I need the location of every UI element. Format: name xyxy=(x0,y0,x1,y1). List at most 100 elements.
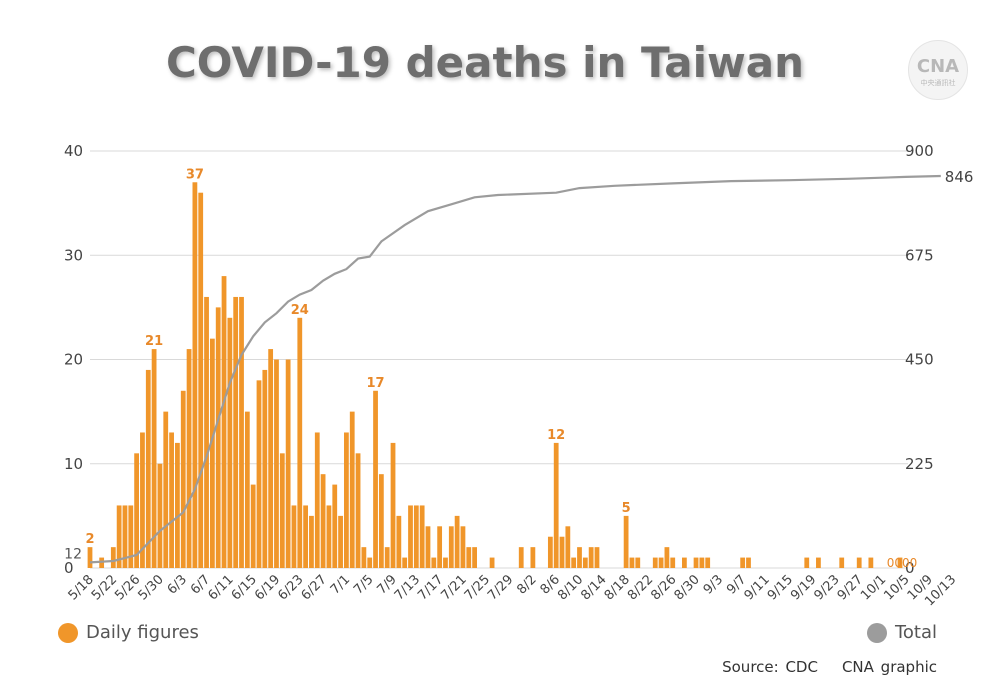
daily-bar xyxy=(344,432,349,568)
daily-bar xyxy=(431,557,437,568)
x-tick-label: 10/1 xyxy=(858,572,889,603)
x-tick-label: 6/19 xyxy=(252,572,283,603)
daily-bar xyxy=(268,349,274,568)
daily-bar xyxy=(180,390,186,568)
x-tick-label: 8/26 xyxy=(648,572,679,603)
daily-bar xyxy=(140,432,145,568)
x-tick-label: 5/22 xyxy=(89,572,120,603)
x-tick-label: 5/30 xyxy=(136,572,167,603)
source-text: Source: CDC xyxy=(722,658,818,676)
daily-bar xyxy=(198,192,204,568)
legend-daily: Daily figures xyxy=(58,622,199,643)
daily-bar xyxy=(652,557,658,568)
daily-bar xyxy=(122,505,128,568)
x-tick-label: 7/25 xyxy=(462,572,493,603)
daily-bar xyxy=(839,557,845,568)
daily-bar xyxy=(419,505,425,568)
daily-bar xyxy=(390,442,396,568)
daily-bar xyxy=(425,526,431,568)
y-left-tick-label: 0 xyxy=(64,559,74,577)
daily-bar xyxy=(110,547,116,568)
y-right-tick-label: 900 xyxy=(905,142,934,160)
x-tick-label: 8/22 xyxy=(625,572,656,603)
daily-peak-label: 12 xyxy=(547,428,565,443)
legend-daily-swatch xyxy=(58,622,78,643)
daily-bar xyxy=(489,557,495,568)
x-tick-label: 6/27 xyxy=(299,572,330,603)
daily-bar xyxy=(472,547,477,568)
chart-title: COVID-19 deaths in Taiwan xyxy=(165,38,805,87)
daily-bar xyxy=(134,453,140,568)
y-left-tick-label: 40 xyxy=(64,142,83,160)
daily-bar xyxy=(705,557,711,568)
daily-bar xyxy=(629,557,635,568)
daily-bar xyxy=(396,515,402,568)
daily-bar xyxy=(897,557,903,568)
daily-bar xyxy=(466,547,472,568)
x-tick-label: 9/23 xyxy=(811,572,842,603)
daily-bar xyxy=(693,557,699,568)
daily-bar xyxy=(571,557,577,568)
x-tick-label: 9/15 xyxy=(765,572,796,603)
daily-bar xyxy=(547,536,553,568)
x-tick-label: 7/17 xyxy=(415,572,446,603)
daily-bar xyxy=(443,557,448,568)
daily-peak-label: 5 xyxy=(622,501,631,516)
daily-bar xyxy=(326,505,332,568)
daily-bar xyxy=(868,557,874,568)
daily-bar xyxy=(518,547,524,568)
daily-bar xyxy=(367,557,373,568)
x-tick-label: 8/30 xyxy=(672,572,703,603)
y-right-tick-label: 225 xyxy=(905,455,934,473)
daily-bar xyxy=(244,411,250,568)
x-tick-label: 6/15 xyxy=(229,572,260,603)
x-tick-label: 7/21 xyxy=(439,572,470,603)
daily-bar xyxy=(285,359,291,568)
daily-bar xyxy=(530,547,536,568)
daily-bar xyxy=(437,526,443,568)
x-tick-label: 5/26 xyxy=(112,572,143,603)
y-left-tick-label: 30 xyxy=(64,246,83,264)
daily-bar xyxy=(314,432,320,568)
x-tick-label: 8/18 xyxy=(602,572,633,603)
daily-bar xyxy=(402,557,408,568)
daily-peak-label: 2 xyxy=(85,532,94,547)
x-tick-label: 6/23 xyxy=(275,572,306,603)
daily-peak-label: 24 xyxy=(291,303,309,318)
y-right-tick-label: 675 xyxy=(905,246,934,264)
daily-bar xyxy=(349,411,355,568)
x-tick-label: 9/27 xyxy=(835,572,866,603)
daily-bar xyxy=(145,369,151,568)
daily-bar xyxy=(384,547,390,568)
daily-bar xyxy=(413,505,419,568)
daily-bar xyxy=(320,474,326,568)
x-tick-label: 7/1 xyxy=(328,572,353,597)
daily-bar xyxy=(192,182,198,568)
daily-bar xyxy=(186,349,192,568)
daily-bar xyxy=(670,557,676,568)
y-left-tick-label: 10 xyxy=(64,455,83,473)
daily-bar xyxy=(740,557,746,568)
daily-bar xyxy=(582,557,588,568)
x-tick-label: 8/14 xyxy=(578,572,609,603)
daily-peak-label: 1 xyxy=(913,0,922,4)
daily-bar xyxy=(378,474,384,568)
daily-bar xyxy=(128,505,134,568)
daily-bar xyxy=(408,505,413,568)
daily-bar xyxy=(274,359,279,568)
daily-bar xyxy=(338,515,343,568)
daily-bar xyxy=(804,557,810,568)
daily-bar xyxy=(355,453,361,568)
daily-bar xyxy=(204,296,209,568)
credit-text: CNA graphic xyxy=(841,658,937,676)
x-tick-label: 6/11 xyxy=(205,572,236,603)
daily-bar xyxy=(151,349,157,568)
daily-bar xyxy=(221,276,227,568)
daily-bar xyxy=(454,515,460,568)
daily-zero-labels: 0000 xyxy=(887,556,918,570)
daily-bar xyxy=(460,526,466,568)
daily-bar xyxy=(588,547,594,568)
legend-total: Total xyxy=(866,622,937,643)
daily-bar xyxy=(303,505,309,568)
